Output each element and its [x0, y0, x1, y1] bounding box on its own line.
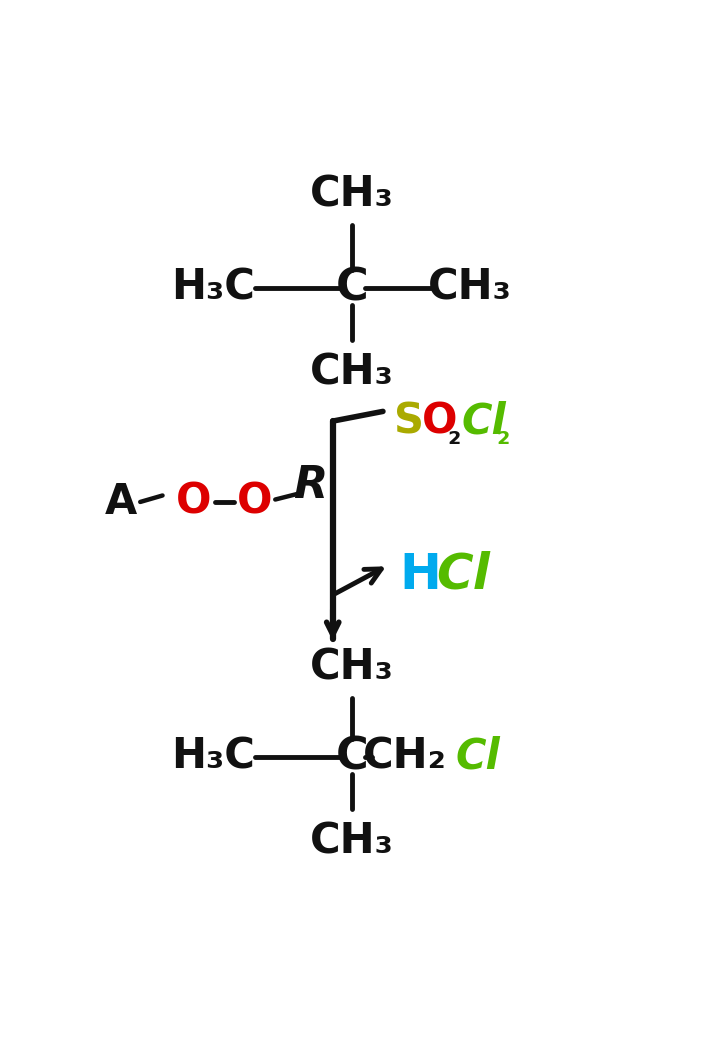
Text: O: O [176, 481, 211, 523]
Text: O: O [422, 400, 457, 442]
Text: H: H [400, 550, 441, 598]
Text: Cl: Cl [461, 400, 506, 442]
Text: ₂: ₂ [496, 421, 510, 450]
Text: Cl: Cl [456, 736, 500, 778]
Text: ₂: ₂ [447, 421, 461, 450]
Text: C: C [336, 267, 369, 309]
Text: A: A [104, 481, 137, 523]
Text: Cl: Cl [436, 550, 490, 598]
Text: CH₃: CH₃ [310, 352, 394, 394]
Text: CH₃: CH₃ [310, 173, 394, 215]
Text: C: C [336, 735, 369, 778]
Text: CH₃: CH₃ [310, 647, 394, 689]
Text: H₃C: H₃C [171, 267, 255, 309]
Text: CH₂: CH₂ [364, 736, 447, 778]
Text: CH₃: CH₃ [310, 820, 394, 862]
Text: O: O [237, 481, 272, 523]
Text: CH₃: CH₃ [428, 267, 511, 309]
Text: S: S [394, 400, 424, 442]
Text: H₃C: H₃C [171, 736, 255, 778]
Text: R: R [293, 464, 328, 507]
